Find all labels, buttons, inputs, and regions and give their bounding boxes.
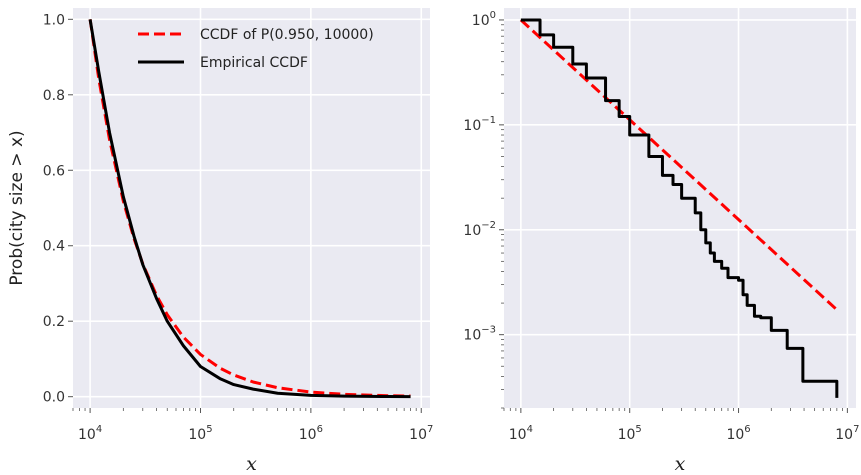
x-tick-label-exponent: 5	[635, 424, 641, 435]
y-tick-label-exponent: 0	[490, 10, 496, 21]
x-tick-label: 105	[188, 424, 212, 443]
x-tick-label-exponent: 6	[317, 424, 323, 435]
x-tick-label-base: 10	[409, 427, 427, 443]
ccdf-model-line	[519, 18, 838, 311]
y-tick-label: 0.0	[43, 390, 65, 406]
x-tick-label-base: 10	[299, 427, 317, 443]
x-tick-label: 104	[78, 424, 102, 443]
y-tick-label: 0.2	[43, 314, 65, 330]
x-tick-label-exponent: 7	[853, 424, 859, 435]
y-tick-label-base: 10	[463, 118, 481, 134]
x-axis-label: x	[675, 453, 686, 475]
ccdf-model-line	[88, 19, 411, 398]
y-tick-label-base: 10	[472, 13, 490, 29]
x-tick-label: 107	[409, 424, 433, 443]
legend-label: Empirical CCDF	[200, 55, 308, 71]
x-tick-label-exponent: 6	[744, 424, 750, 435]
y-tick-label: 0.6	[43, 163, 65, 179]
y-tick-label: 1.0	[43, 12, 65, 28]
y-tick-label: 10−2	[463, 220, 496, 239]
x-tick-label-exponent: 7	[427, 424, 433, 435]
empirical-ccdf-line	[520, 18, 839, 398]
plot-area-background	[504, 8, 856, 408]
x-tick-label-base: 10	[618, 427, 636, 443]
left-linear-panel: 104 105 106 1070.00.20.40.60.81.0xProb(city…	[7, 8, 433, 475]
x-tick-label: 104	[509, 424, 533, 443]
y-tick-label-base: 10	[463, 223, 481, 239]
x-axis-label: x	[246, 453, 257, 475]
x-tick-label-base: 10	[509, 427, 527, 443]
x-tick-label: 107	[835, 424, 859, 443]
y-tick-label-exponent: −1	[481, 115, 496, 126]
x-tick-label-exponent: 5	[206, 424, 212, 435]
x-tick-label-base: 10	[188, 427, 206, 443]
y-tick-label: 10−1	[463, 115, 496, 134]
x-tick-label: 106	[299, 424, 323, 443]
y-tick-label: 10−3	[463, 325, 496, 344]
x-tick-label-exponent: 4	[96, 424, 102, 435]
x-tick-label: 106	[726, 424, 750, 443]
legend-label: CCDF of P(0.950, 10000)	[200, 27, 374, 43]
y-tick-label: 0.8	[43, 88, 65, 104]
y-tick-label-exponent: −3	[481, 325, 496, 336]
x-tick-label-base: 10	[78, 427, 96, 443]
x-tick-label-exponent: 4	[527, 424, 533, 435]
y-axis-label: Prob(city size > x)	[7, 130, 27, 285]
x-tick-label-base: 10	[835, 427, 853, 443]
y-tick-label-base: 10	[463, 328, 481, 344]
y-tick-label: 0.4	[43, 239, 65, 255]
plot-area-background	[73, 8, 430, 408]
y-tick-label: 100	[472, 10, 496, 29]
empirical-ccdf-line	[88, 19, 411, 399]
x-tick-label-base: 10	[726, 427, 744, 443]
x-tick-label: 105	[618, 424, 642, 443]
y-tick-label-exponent: −2	[481, 220, 496, 231]
